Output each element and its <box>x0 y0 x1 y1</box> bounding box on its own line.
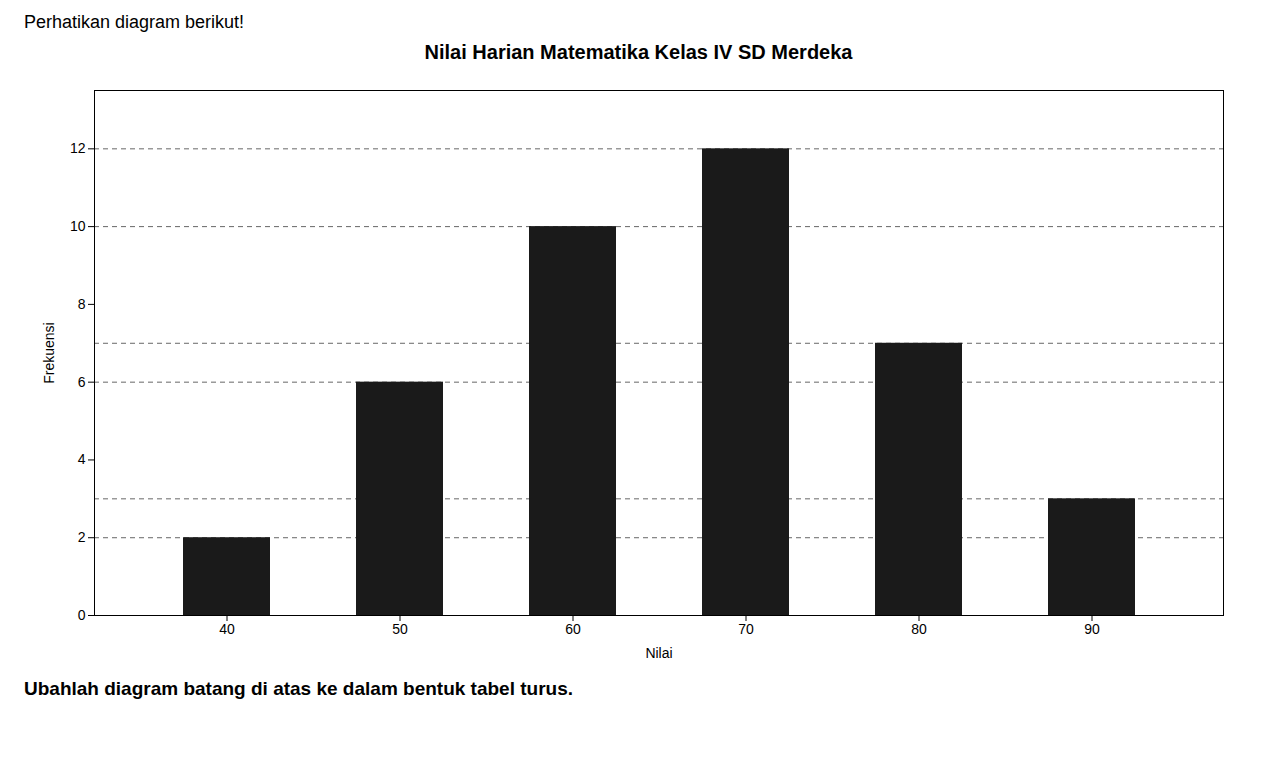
html-text:Nilai Harian Matematika Kelas: Nilai Harian Matematika Kelas IV SD Merd… <box>424 41 853 63</box>
svg-text:Nilai: Nilai <box>645 645 672 661</box>
svg-text:50: 50 <box>392 621 408 637</box>
html-text:Perhatikan diagram berikut!: Perhatikan diagram berikut! <box>24 12 245 32</box>
svg-text:12: 12 <box>70 140 86 156</box>
svg-text:8: 8 <box>78 296 86 312</box>
svg-text:60: 60 <box>565 621 581 637</box>
svg-text:2: 2 <box>78 529 86 545</box>
svg-text:80: 80 <box>911 621 927 637</box>
svg-text:4: 4 <box>78 451 86 467</box>
svg-text:Frekuensi: Frekuensi <box>41 322 57 383</box>
svg-text:70: 70 <box>738 621 754 637</box>
svg-text:40: 40 <box>219 621 235 637</box>
svg-text:10: 10 <box>70 218 86 234</box>
svg-text:0: 0 <box>78 607 86 623</box>
html-text:Ubahlah diagram batang di atas: Ubahlah diagram batang di atas ke dalam … <box>24 678 573 699</box>
svg-text:6: 6 <box>78 374 86 390</box>
svg-text:90: 90 <box>1084 621 1100 637</box>
